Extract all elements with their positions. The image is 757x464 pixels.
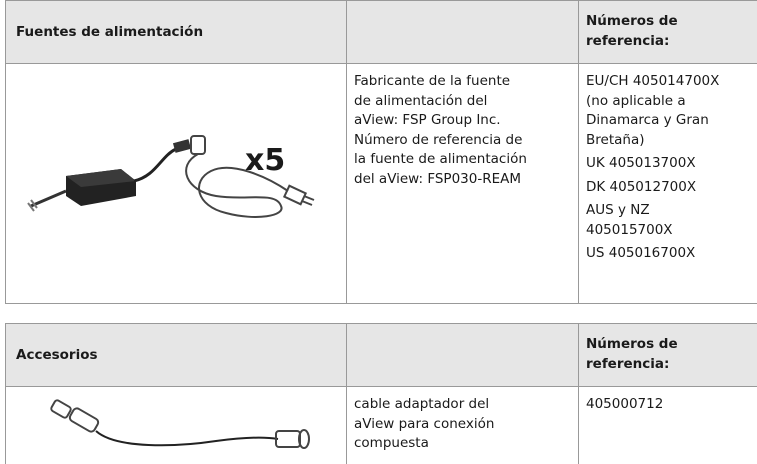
- text-line: Bretaña): [586, 131, 645, 148]
- text-line: US 405016700X: [586, 245, 696, 261]
- text-line: Número de referencia de: [354, 131, 523, 148]
- text-line: del aView: FSP030-REAM: [354, 170, 521, 187]
- text-line: AUS y NZ: [586, 202, 650, 218]
- text-line: aView: FSP Group Inc.: [354, 112, 501, 128]
- text-line: 405015700X: [586, 221, 673, 238]
- header-line: Números de: [586, 13, 678, 29]
- references-cell: EU/CH 405014700X (no aplicable a Dinamarca…: [586, 72, 719, 268]
- paragraph: 405000712: [586, 395, 663, 415]
- text-line: la fuente de alimentación: [354, 151, 527, 167]
- quantity-label: x5: [245, 143, 286, 178]
- text-line: Fabricante de la fuente: [354, 73, 511, 89]
- text-line: compuesta: [354, 435, 429, 451]
- text-line: UK 405013700X: [586, 155, 696, 171]
- description-cell: Fabricante de la fuente de alimentación d…: [354, 72, 527, 193]
- text-line: EU/CH 405014700X: [586, 73, 720, 89]
- header-line: referencia:: [586, 355, 670, 372]
- column-divider: [578, 1, 579, 303]
- paragraph: cable adaptador del aView para conexión co…: [354, 395, 494, 454]
- text-line: DK 405012700X: [586, 178, 697, 195]
- column-divider: [346, 1, 347, 303]
- table-header: [6, 324, 757, 387]
- table: Accesorios Números de referencia: cable ada…: [5, 323, 757, 464]
- power-supply-image: [27, 135, 315, 218]
- text-line: 405000712: [586, 396, 664, 412]
- table: x5 Fuentes de alimentación Números de refe…: [5, 0, 757, 304]
- header-reference: Números de referencia:: [586, 335, 678, 374]
- column-divider: [346, 324, 347, 464]
- paragraph: EU/CH 405014700X (no aplicable a Dinamarca…: [586, 72, 719, 150]
- references-cell: 405000712: [586, 395, 663, 419]
- paragraph: UK 405013700X: [586, 154, 719, 174]
- text-line: de alimentación del: [354, 92, 488, 109]
- paragraph: AUS y NZ 405015700X: [586, 201, 719, 240]
- header-line: referencia:: [586, 32, 670, 49]
- header-title: Fuentes de alimentación: [16, 24, 204, 40]
- paragraph: DK 405012700X: [586, 178, 719, 198]
- table-header: [6, 1, 757, 64]
- text-line: cable adaptador del: [354, 396, 490, 412]
- header-title: Accesorios: [16, 347, 98, 363]
- header-line: Números de: [586, 336, 678, 352]
- cable-image: [50, 399, 310, 449]
- paragraph: Fabricante de la fuente de alimentación d…: [354, 72, 527, 189]
- column-divider: [578, 324, 579, 464]
- text-line: aView para conexión: [354, 415, 495, 432]
- paragraph: US 405016700X: [586, 244, 719, 264]
- description-cell: cable adaptador del aView para conexión co…: [354, 395, 494, 458]
- text-line: (no aplicable a: [586, 92, 686, 109]
- text-line: Dinamarca y Gran: [586, 112, 709, 128]
- header-reference: Números de referencia:: [586, 12, 678, 51]
